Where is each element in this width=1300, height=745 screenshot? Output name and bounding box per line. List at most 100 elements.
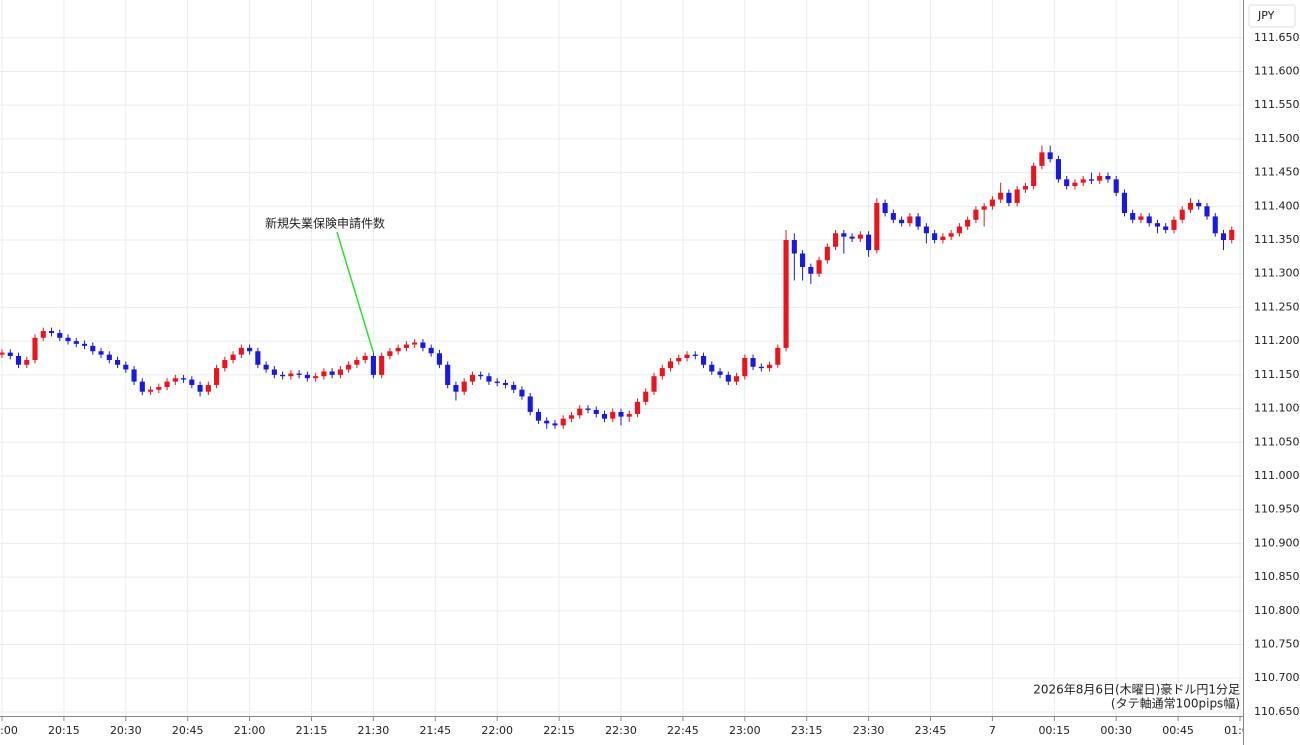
x-tick-label: 20:45 xyxy=(172,724,204,737)
y-tick-label: 111.650 xyxy=(1254,31,1300,44)
candle-body xyxy=(527,396,533,412)
candle-body xyxy=(783,240,789,348)
candle-body xyxy=(816,260,822,274)
candle-body xyxy=(948,233,954,237)
candle-body xyxy=(1171,219,1177,230)
candle-body xyxy=(1220,233,1227,241)
candle-body xyxy=(775,347,781,365)
candle-body xyxy=(238,347,244,355)
y-tick-label: 110.750 xyxy=(1254,638,1300,651)
candle-body xyxy=(57,333,63,338)
candle-body xyxy=(205,384,211,392)
candle-body xyxy=(758,366,764,369)
candle-body xyxy=(923,226,929,234)
candle-body xyxy=(989,199,995,207)
candle-body xyxy=(742,358,748,377)
candle-body xyxy=(502,382,509,385)
x-tick-label: 7 xyxy=(989,724,996,737)
candle-body xyxy=(1121,192,1128,214)
candle-body xyxy=(626,413,632,417)
candle-body xyxy=(866,234,872,251)
candle-body xyxy=(725,374,731,382)
candle-body xyxy=(610,411,616,419)
candle-body xyxy=(915,216,921,227)
candle-body xyxy=(940,236,946,241)
y-tick-label: 111.450 xyxy=(1254,166,1300,179)
candle-body xyxy=(692,354,698,356)
candle-body xyxy=(667,361,674,369)
candle-body xyxy=(973,209,979,220)
candle-body xyxy=(387,351,393,356)
candle-body xyxy=(535,411,542,421)
candle-body xyxy=(1163,226,1169,230)
candle-body xyxy=(717,371,723,375)
candle-body xyxy=(436,353,442,365)
x-tick-label: 22:00 xyxy=(481,724,513,737)
candle-body xyxy=(1179,209,1185,220)
candle-body xyxy=(568,415,575,419)
candle-body xyxy=(750,358,756,367)
plot-area: 20:00 20:15 20:30 20:45 21:00 21:15 21:30 21:45… xyxy=(0,0,1256,737)
candle-body xyxy=(907,216,913,224)
candle-body xyxy=(379,355,385,375)
candle-body xyxy=(65,337,71,342)
candle-body xyxy=(601,413,608,419)
candle-body xyxy=(469,374,475,382)
candle-body xyxy=(1187,202,1194,210)
candle-body xyxy=(585,408,591,410)
candle-body xyxy=(1080,179,1086,183)
candle-body xyxy=(1088,179,1094,181)
x-tick-label: 20:30 xyxy=(110,724,142,737)
y-tick-label: 111.300 xyxy=(1254,267,1300,280)
candle-body xyxy=(1204,206,1210,217)
x-tick-label: 00:30 xyxy=(1100,724,1132,737)
candle-body xyxy=(156,386,162,390)
candle-body xyxy=(15,355,22,365)
candle-body xyxy=(255,351,261,365)
candle-body xyxy=(956,226,962,234)
candle-body xyxy=(857,234,863,239)
candle-body xyxy=(486,376,492,382)
candle-body xyxy=(890,213,896,220)
currency-box xyxy=(1248,4,1296,28)
y-tick-label: 110.700 xyxy=(1254,671,1300,684)
y-tick-label: 111.400 xyxy=(1254,199,1300,212)
candle-body xyxy=(172,378,178,382)
candle-body xyxy=(164,381,170,387)
candle-body xyxy=(230,354,236,361)
candle-body xyxy=(1097,175,1103,181)
annotation-label: 新規失業保険申請件数 xyxy=(265,216,385,231)
candle-body xyxy=(181,378,187,380)
candle-body xyxy=(1064,179,1070,187)
candle-body xyxy=(337,369,343,375)
currency-label: JPY xyxy=(1257,9,1275,22)
candle-body xyxy=(7,352,13,356)
price-axis-panel xyxy=(1243,0,1300,745)
candle-body xyxy=(370,355,376,375)
candle-body xyxy=(478,374,484,377)
candle-body xyxy=(643,391,649,402)
candle-body xyxy=(618,411,624,417)
candle-body xyxy=(296,373,302,375)
candle-body xyxy=(148,389,154,392)
candle-body xyxy=(833,233,839,247)
candle-body xyxy=(1014,189,1020,203)
candle-body xyxy=(395,347,401,352)
candle-body xyxy=(808,266,814,274)
candle-body xyxy=(932,233,938,241)
candle-body xyxy=(271,369,277,375)
candle-body xyxy=(0,352,5,355)
candle-body xyxy=(32,337,38,361)
candle-body xyxy=(684,354,690,358)
candle-body xyxy=(1031,165,1037,187)
candle-body xyxy=(280,374,286,377)
caption: 2026年8月6日(木曜日)豪ドル円1分足 xyxy=(1033,682,1240,697)
candle-body xyxy=(1212,216,1218,234)
candle-body xyxy=(263,364,269,370)
candle-body xyxy=(899,219,905,224)
y-tick-label: 111.600 xyxy=(1254,64,1300,77)
candle-body xyxy=(90,345,96,352)
candle-body xyxy=(998,192,1004,200)
y-tick-label: 110.900 xyxy=(1254,536,1300,549)
